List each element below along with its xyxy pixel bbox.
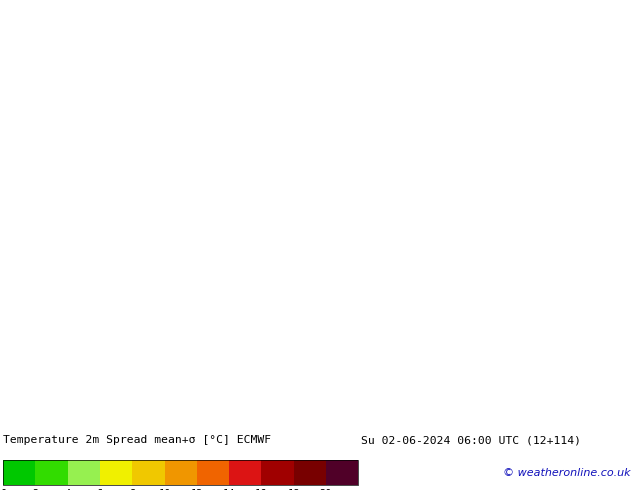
Text: 0: 0 bbox=[0, 489, 6, 490]
Text: 14: 14 bbox=[223, 489, 235, 490]
Bar bbox=[229, 460, 261, 486]
Bar bbox=[165, 460, 197, 486]
Bar bbox=[326, 460, 358, 486]
Text: Temperature 2m Spread mean+σ [°C] ECMWF: Temperature 2m Spread mean+σ [°C] ECMWF bbox=[3, 435, 271, 445]
Text: 10: 10 bbox=[158, 489, 171, 490]
Bar bbox=[3, 460, 358, 486]
Text: © weatheronline.co.uk: © weatheronline.co.uk bbox=[503, 468, 631, 478]
Text: Su 02-06-2024 06:00 UTC (12+114): Su 02-06-2024 06:00 UTC (12+114) bbox=[361, 435, 581, 445]
Text: 16: 16 bbox=[255, 489, 268, 490]
Bar bbox=[3, 460, 36, 486]
Text: 12: 12 bbox=[191, 489, 203, 490]
Bar bbox=[294, 460, 326, 486]
Text: 20: 20 bbox=[320, 489, 332, 490]
Bar bbox=[36, 460, 68, 486]
Bar bbox=[68, 460, 100, 486]
Text: 18: 18 bbox=[287, 489, 300, 490]
Text: 6: 6 bbox=[97, 489, 103, 490]
Bar bbox=[261, 460, 294, 486]
Text: 2: 2 bbox=[32, 489, 39, 490]
Bar bbox=[197, 460, 229, 486]
Text: 4: 4 bbox=[65, 489, 71, 490]
Bar bbox=[133, 460, 165, 486]
Bar bbox=[100, 460, 133, 486]
Text: 8: 8 bbox=[129, 489, 136, 490]
